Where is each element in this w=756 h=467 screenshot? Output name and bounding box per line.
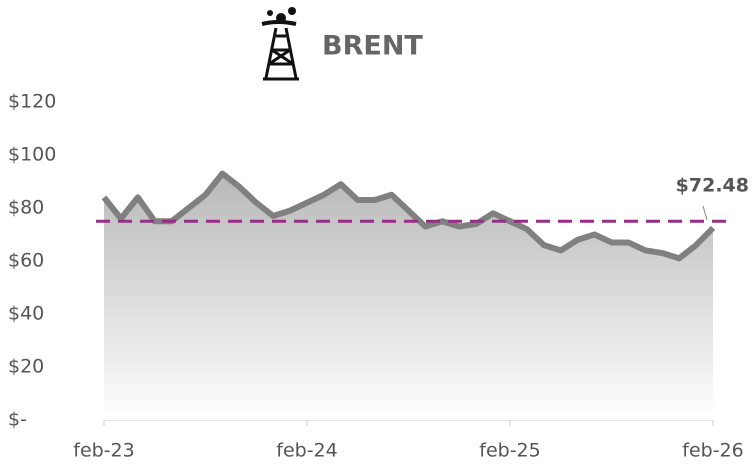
x-tick-label: feb-23 [73, 440, 134, 462]
y-tick-label: $100 [8, 144, 56, 166]
line [101, 170, 716, 262]
y-tick-label: $- [8, 409, 27, 431]
y-tick-label: $80 [8, 197, 44, 219]
y-tick-label: $60 [8, 250, 44, 272]
y-tick-label: $120 [8, 91, 56, 113]
oil-rig-icon [261, 7, 299, 81]
area [104, 173, 713, 420]
x-tick-label: feb-26 [682, 440, 743, 462]
x-tick-label: feb-25 [479, 440, 540, 462]
y-tick-label: $20 [8, 356, 44, 378]
value-label: $72.48 [676, 174, 749, 196]
label-leader [702, 205, 708, 221]
x-tick-label: feb-24 [276, 440, 337, 462]
chart-title: BRENT [322, 31, 423, 62]
y-tick-label: $40 [8, 303, 44, 325]
